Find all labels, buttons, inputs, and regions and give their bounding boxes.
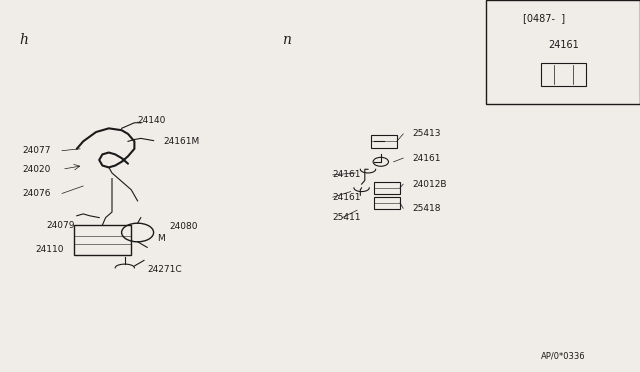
Text: 24012B: 24012B	[413, 180, 447, 189]
Text: 24161M: 24161M	[163, 137, 200, 146]
Text: 24271C: 24271C	[147, 265, 182, 274]
Bar	[74, 225, 131, 255]
Text: 24076: 24076	[22, 189, 51, 198]
Bar	[486, 0, 640, 104]
Text: 24161: 24161	[548, 40, 579, 49]
Text: 24020: 24020	[22, 165, 51, 174]
Text: 24077: 24077	[22, 146, 51, 155]
Text: 24161: 24161	[413, 154, 442, 163]
Text: 24140: 24140	[138, 116, 166, 125]
Text: 24161: 24161	[333, 170, 362, 179]
Text: 24079: 24079	[46, 221, 75, 230]
Text: 25413: 25413	[413, 129, 442, 138]
Text: 25418: 25418	[413, 204, 442, 213]
Text: h: h	[19, 33, 28, 48]
Text: n: n	[282, 33, 291, 48]
Bar	[374, 197, 400, 209]
Text: 24110: 24110	[35, 245, 64, 254]
Bar	[374, 182, 400, 194]
Text: 25411: 25411	[333, 213, 362, 222]
Text: AP/0*0336: AP/0*0336	[541, 352, 586, 361]
Text: [0487-  ]: [0487- ]	[523, 13, 565, 23]
Bar	[371, 135, 397, 148]
Text: 24080: 24080	[170, 222, 198, 231]
Text: M: M	[157, 234, 164, 243]
Text: 24161: 24161	[333, 193, 362, 202]
